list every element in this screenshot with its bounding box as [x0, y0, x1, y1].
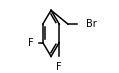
- Text: Br: Br: [86, 19, 97, 29]
- Text: F: F: [56, 62, 62, 72]
- Text: F: F: [28, 38, 34, 48]
